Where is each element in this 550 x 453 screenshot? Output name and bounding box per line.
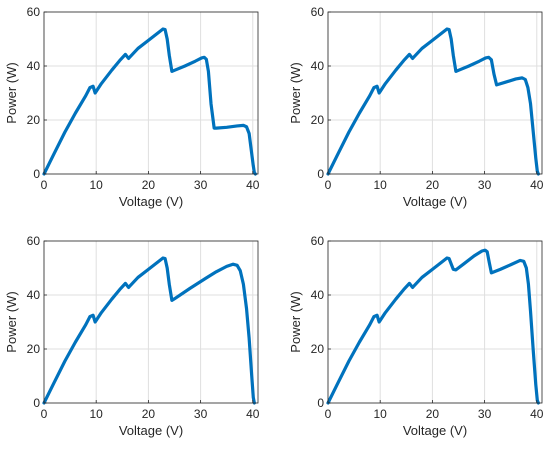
y-tick-label: 20 xyxy=(311,113,325,127)
x-axis-title: Voltage (V) xyxy=(403,423,467,438)
x-tick-label: 10 xyxy=(374,178,388,192)
y-tick-label: 40 xyxy=(27,59,41,73)
x-tick-label: 20 xyxy=(142,178,156,192)
y-axis-title: Power (W) xyxy=(288,291,303,352)
y-tick-label: 20 xyxy=(27,342,41,356)
x-tick-label: 30 xyxy=(478,407,492,421)
y-tick-label: 60 xyxy=(311,234,325,248)
x-tick-label: 40 xyxy=(530,178,544,192)
x-tick-label: 40 xyxy=(246,178,260,192)
x-tick-label: 0 xyxy=(325,407,332,421)
x-tick-label: 30 xyxy=(194,178,208,192)
x-tick-label: 20 xyxy=(142,407,156,421)
x-tick-label: 40 xyxy=(530,407,544,421)
y-tick-label: 40 xyxy=(311,59,325,73)
power-voltage-curve xyxy=(326,27,540,176)
y-tick-label: 20 xyxy=(311,342,325,356)
x-tick-label: 20 xyxy=(426,407,440,421)
y-tick-label: 0 xyxy=(33,396,40,410)
power-voltage-curve xyxy=(42,27,257,176)
y-tick-label: 20 xyxy=(27,113,41,127)
x-axis-title: Voltage (V) xyxy=(403,194,467,209)
axis-box xyxy=(327,11,543,175)
y-tick-label: 60 xyxy=(311,5,325,19)
x-tick-label: 30 xyxy=(478,178,492,192)
axis-box xyxy=(43,11,259,175)
x-axis-title: Voltage (V) xyxy=(119,423,183,438)
chart-panel-1: 0 10 20 30 40 0 20 40 60 Voltage (V) Power (W) xyxy=(4,5,260,209)
y-tick-label: 0 xyxy=(317,396,324,410)
x-axis-title: Voltage (V) xyxy=(119,194,183,209)
x-tick-label: 0 xyxy=(41,407,48,421)
y-tick-label: 60 xyxy=(27,234,41,248)
axis-box xyxy=(43,240,259,404)
axis-box xyxy=(327,240,543,404)
y-axis-title: Power (W) xyxy=(4,291,19,352)
power-voltage-curve xyxy=(326,248,540,405)
x-tick-label: 0 xyxy=(41,178,48,192)
x-tick-label: 10 xyxy=(90,178,104,192)
y-axis-title: Power (W) xyxy=(288,62,303,123)
y-tick-label: 60 xyxy=(27,5,41,19)
y-tick-label: 0 xyxy=(317,167,324,181)
chart-panel-2: 0 10 20 30 40 0 20 40 60 Voltage (V) Power (W) xyxy=(288,5,544,209)
chart-panel-4: 0 10 20 30 40 0 20 40 60 Voltage (V) Power (W) xyxy=(288,234,544,438)
power-voltage-curve xyxy=(42,256,256,405)
y-tick-label: 40 xyxy=(27,288,41,302)
x-tick-label: 0 xyxy=(325,178,332,192)
chart-panel-3: 0 10 20 30 40 0 20 40 60 Voltage (V) Power (W) xyxy=(4,234,260,438)
y-tick-label: 40 xyxy=(311,288,325,302)
y-tick-label: 0 xyxy=(33,167,40,181)
x-tick-label: 20 xyxy=(426,178,440,192)
x-tick-label: 10 xyxy=(90,407,104,421)
y-axis-title: Power (W) xyxy=(4,62,19,123)
x-tick-label: 10 xyxy=(374,407,388,421)
x-tick-label: 30 xyxy=(194,407,208,421)
x-tick-label: 40 xyxy=(246,407,260,421)
